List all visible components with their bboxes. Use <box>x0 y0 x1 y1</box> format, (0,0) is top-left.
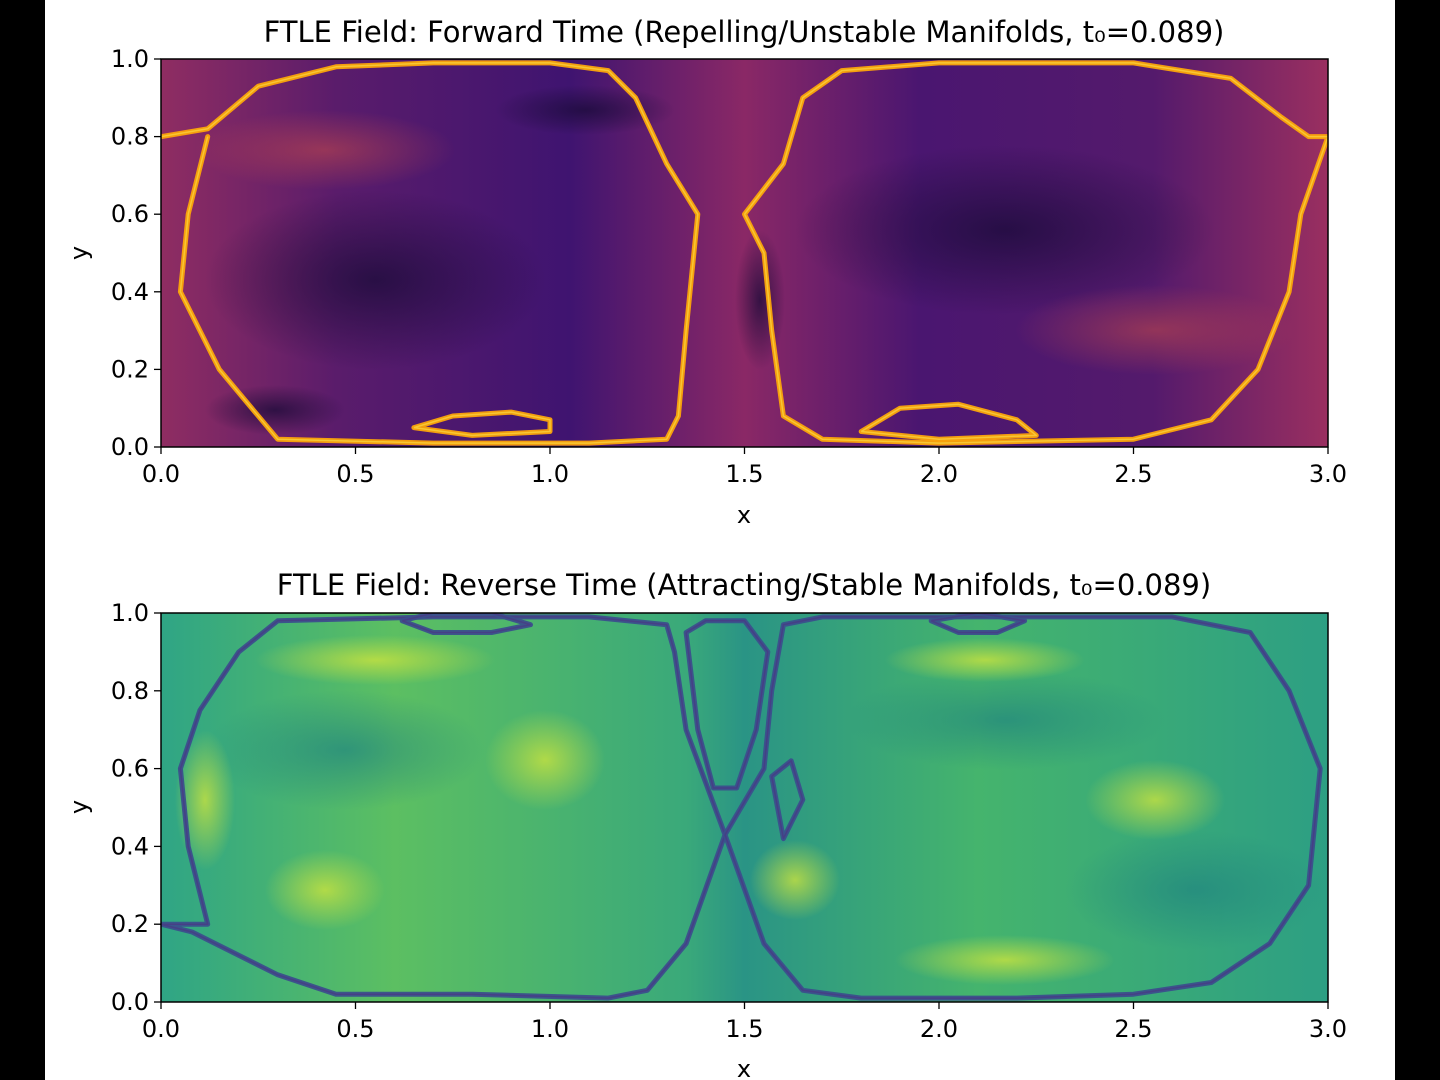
forward-ytick-label: 0.6 <box>111 200 149 228</box>
reverse-xtick-label: 1.5 <box>725 1015 763 1043</box>
reverse-ridge-core-top-lobe-left <box>401 613 532 634</box>
forward-ytick-label: 0.4 <box>111 278 149 306</box>
forward-xtick-label: 2.0 <box>920 460 958 488</box>
forward-xtick-label: 0.0 <box>142 460 180 488</box>
forward-ridge-core-left-cell-boundary <box>161 62 699 444</box>
forward-ytick-label: 0.2 <box>111 355 149 383</box>
reverse-ytick-label: 0.2 <box>111 910 149 938</box>
reverse-manifold-ridges <box>161 613 1323 1001</box>
reverse-ytick-label: 0.8 <box>111 677 149 705</box>
forward-ylabel: y <box>65 246 93 260</box>
figure: FTLE Field: Forward Time (Repelling/Unst… <box>45 0 1395 1080</box>
reverse-time-panel: FTLE Field: Reverse Time (Attracting/Sta… <box>65 568 1347 1080</box>
forward-xtick-label: 0.5 <box>336 460 374 488</box>
reverse-ylabel: y <box>65 800 93 814</box>
reverse-axes: 0.0 0.5 1.0 1.5 2.0 2.5 3.0 0.0 0.2 0.4 0.6 0.8 1.0 <box>111 599 1347 1043</box>
forward-xtick-label: 1.0 <box>531 460 569 488</box>
forward-ytick-label: 0.8 <box>111 123 149 151</box>
reverse-ytick-label: 0.0 <box>111 988 149 1016</box>
reverse-time-title: FTLE Field: Reverse Time (Attracting/Sta… <box>277 568 1211 602</box>
reverse-xlabel: x <box>737 1055 751 1080</box>
forward-ytick-label: 1.0 <box>111 45 149 73</box>
forward-xlabel: x <box>737 501 751 529</box>
reverse-xtick-label: 3.0 <box>1309 1015 1347 1043</box>
reverse-xtick-label: 1.0 <box>531 1015 569 1043</box>
reverse-ridge-core-right-cell-boundary <box>724 616 1321 999</box>
reverse-ftle-field <box>161 613 1328 1002</box>
reverse-ytick-label: 0.4 <box>111 832 149 860</box>
forward-ridge-core-bottom-lobe-left <box>413 411 551 437</box>
reverse-xtick-label: 2.5 <box>1114 1015 1152 1043</box>
forward-xtick-label: 2.5 <box>1114 460 1152 488</box>
forward-ridge-core-right-cell-boundary <box>743 62 1328 444</box>
forward-manifold-ridges <box>161 60 1328 446</box>
reverse-xtick-label: 0.0 <box>142 1015 180 1043</box>
forward-xtick-label: 3.0 <box>1309 460 1347 488</box>
reverse-ytick-label: 1.0 <box>111 599 149 627</box>
reverse-ridge-core-top-lobe-right <box>930 613 1026 634</box>
figure-canvas: FTLE Field: Forward Time (Repelling/Unst… <box>65 15 1347 1080</box>
reverse-xtick-label: 2.0 <box>920 1015 958 1043</box>
reverse-ridge-core-central-plume <box>685 620 769 789</box>
forward-ridge-core-bottom-lobe-right <box>860 403 1038 440</box>
forward-ftle-field <box>161 59 1328 447</box>
forward-time-panel: FTLE Field: Forward Time (Repelling/Unst… <box>65 15 1347 529</box>
reverse-xtick-label: 0.5 <box>336 1015 374 1043</box>
forward-xtick-label: 1.5 <box>725 460 763 488</box>
reverse-ridge-core-plume-filament <box>770 760 804 840</box>
forward-axes: 0.0 0.5 1.0 1.5 2.0 2.5 3.0 0.0 0.2 0.4 0.6 0.8 1.0 <box>111 45 1347 488</box>
forward-ytick-label: 0.0 <box>111 433 149 461</box>
forward-time-title: FTLE Field: Forward Time (Repelling/Unst… <box>264 15 1225 49</box>
reverse-ridge-core-left-cell-boundary <box>161 616 726 999</box>
reverse-ytick-label: 0.6 <box>111 755 149 783</box>
